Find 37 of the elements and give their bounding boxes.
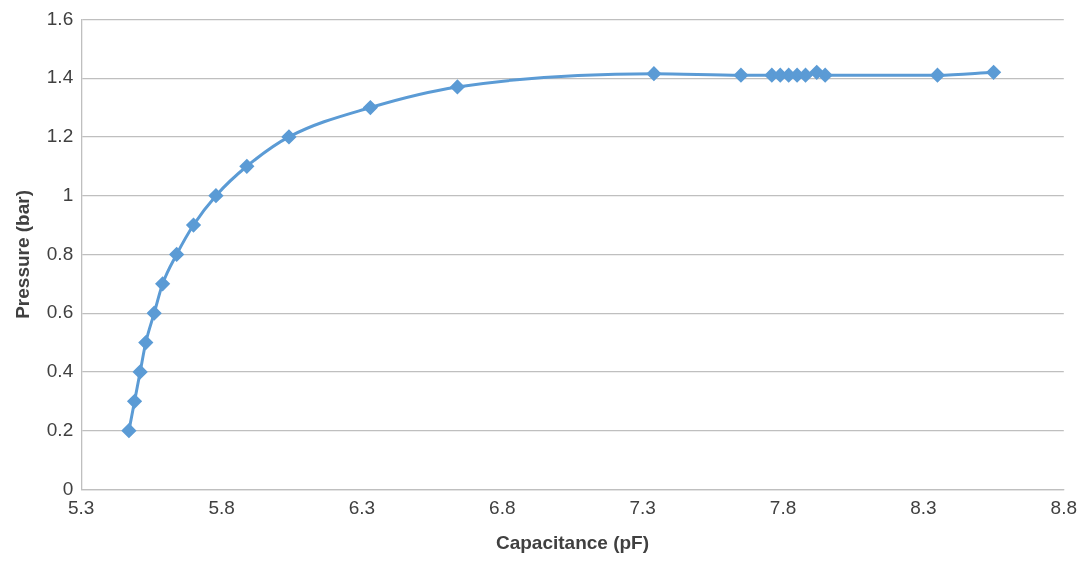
y-tick-label: 0.6 <box>46 301 74 323</box>
point <box>363 100 378 115</box>
x-tick-label: 8.8 <box>1050 497 1077 519</box>
y-tick-label: 1.6 <box>46 7 74 29</box>
point <box>239 159 254 174</box>
point <box>450 79 465 94</box>
point <box>818 68 833 83</box>
y-tick-label: 0.2 <box>46 418 74 440</box>
x-tick-label: 7.3 <box>629 497 656 519</box>
point <box>733 68 748 83</box>
point <box>121 423 136 438</box>
x-tick-label: 8.3 <box>910 497 937 519</box>
point <box>169 247 184 262</box>
y-tick-label: 0.4 <box>46 360 74 382</box>
point <box>208 188 223 203</box>
point <box>930 68 945 83</box>
y-axis-title: Pressure (bar) <box>11 189 33 319</box>
y-tick-label: 1.2 <box>46 125 74 147</box>
point <box>155 276 170 291</box>
y-tick-label: 0.8 <box>46 242 74 264</box>
x-tick-label: 6.8 <box>489 497 516 519</box>
point <box>127 394 142 409</box>
x-tick-label: 5.3 <box>68 497 95 519</box>
point <box>646 66 661 81</box>
x-tick-label: 5.8 <box>208 497 235 519</box>
point <box>281 129 296 144</box>
point <box>133 364 148 379</box>
point <box>147 306 162 321</box>
y-tick-label: 0 <box>62 477 74 499</box>
point <box>138 335 153 350</box>
y-tick-label: 1 <box>62 183 74 205</box>
point <box>186 218 201 233</box>
y-tick-label: 1.4 <box>46 66 74 88</box>
x-axis-title: Capacitance (pF) <box>495 531 650 553</box>
x-tick-label: 7.8 <box>769 497 797 519</box>
x-tick-label: 6.3 <box>348 497 376 519</box>
point <box>986 65 1001 80</box>
